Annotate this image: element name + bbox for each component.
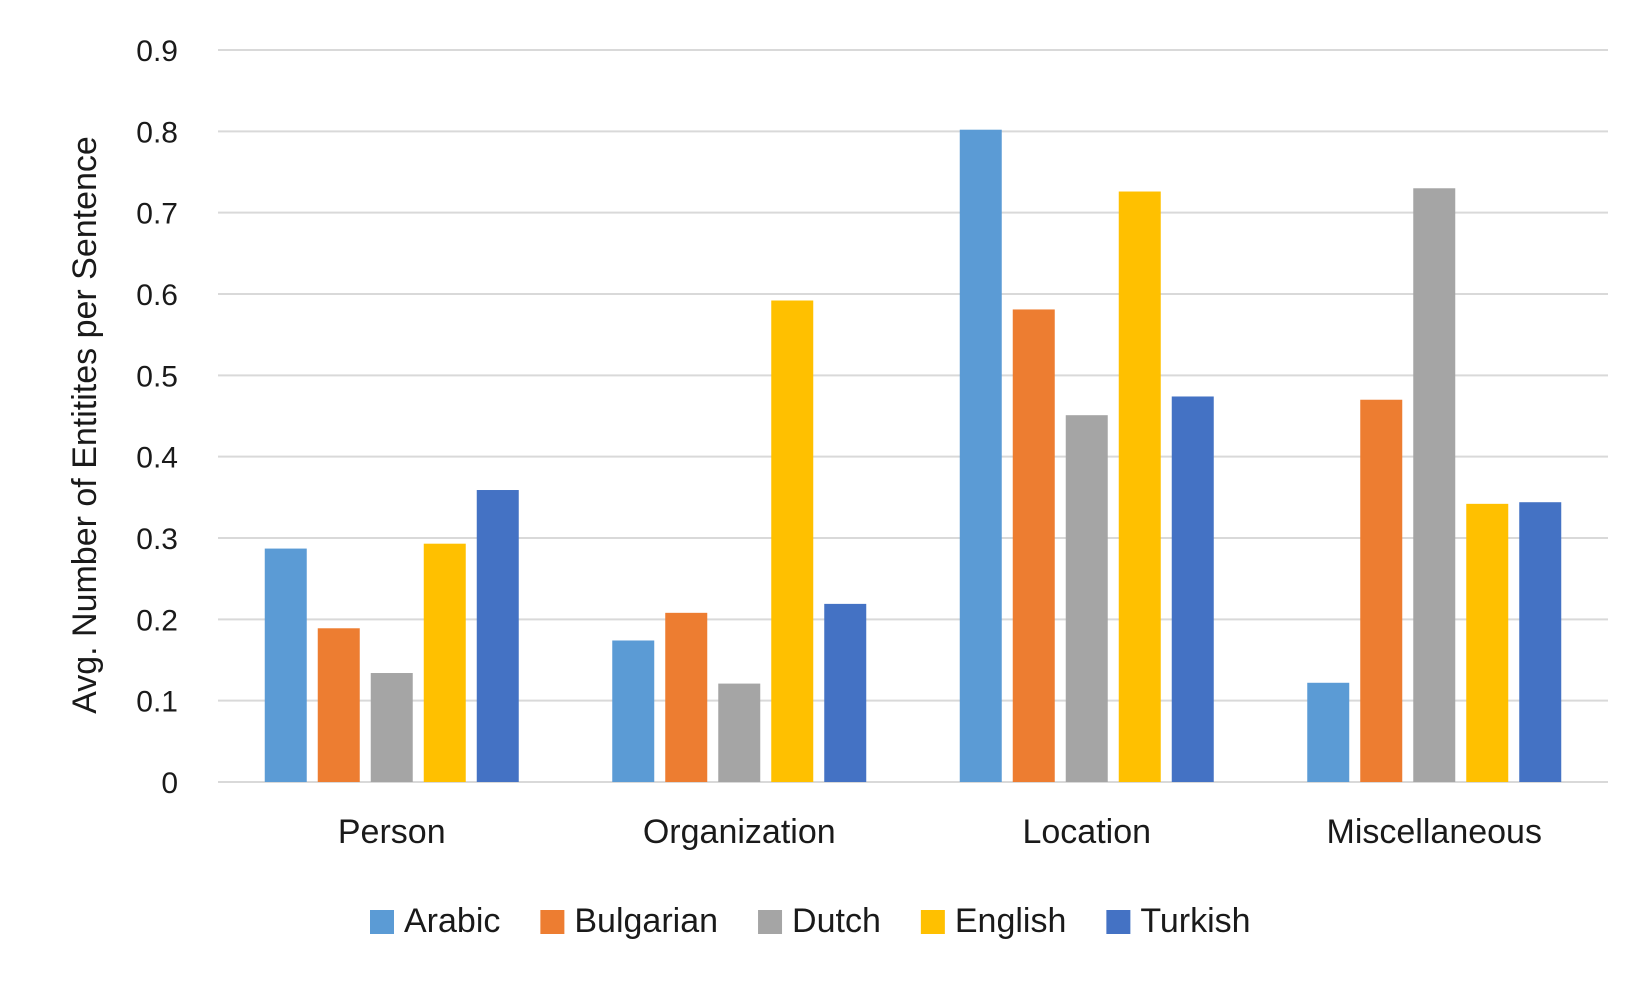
y-tick-label: 0: [161, 767, 178, 800]
x-tick-labels: Person Organization Location Miscellaneous: [338, 813, 1542, 851]
legend: Arabic Bulgarian Dutch English Turkish: [370, 902, 1251, 940]
y-tick-label: 0.1: [136, 686, 178, 719]
bar-arabic-miscellaneous: [1307, 682, 1350, 782]
x-tick-label: Location: [1022, 813, 1151, 851]
bar-turkish-person: [476, 490, 519, 782]
legend-label: English: [955, 902, 1067, 940]
bar-english-organization: [771, 300, 814, 782]
bar-bulgarian-location: [1012, 309, 1055, 782]
legend-label: Arabic: [404, 902, 500, 940]
x-tick-label: Organization: [643, 813, 836, 851]
y-tick-label: 0.4: [136, 442, 178, 475]
bar-dutch-location: [1065, 415, 1108, 782]
y-tick-label: 0.3: [136, 523, 178, 556]
bar-bulgarian-miscellaneous: [1360, 399, 1403, 782]
bar-turkish-miscellaneous: [1519, 502, 1562, 782]
legend-item-bulgarian: Bulgarian: [540, 902, 718, 940]
legend-label: Dutch: [792, 902, 881, 940]
x-tick-label: Miscellaneous: [1327, 813, 1542, 851]
bar-english-location: [1118, 191, 1161, 782]
legend-swatch: [920, 910, 945, 934]
y-tick-labels: 0 0.1 0.2 0.3 0.4 0.5 0.6 0.7 0.8 0.9: [136, 35, 178, 800]
bar-arabic-person: [264, 548, 307, 782]
y-tick-label: 0.9: [136, 35, 178, 68]
bar-dutch-miscellaneous: [1413, 188, 1456, 782]
legend-item-dutch: Dutch: [758, 902, 881, 940]
bar-turkish-organization: [824, 603, 867, 782]
legend-item-turkish: Turkish: [1106, 902, 1251, 940]
legend-label: Turkish: [1140, 902, 1250, 940]
bar-turkish-location: [1171, 396, 1214, 782]
bar-english-miscellaneous: [1466, 503, 1509, 782]
bar-english-person: [423, 543, 466, 782]
bar-bulgarian-organization: [665, 612, 708, 782]
legend-swatch: [1106, 910, 1131, 934]
bar-arabic-organization: [612, 640, 655, 782]
legend-item-english: English: [920, 902, 1067, 940]
legend-swatch: [370, 910, 394, 934]
legend-swatch: [540, 910, 565, 934]
legend-swatch: [758, 910, 783, 934]
y-axis-label: Avg. Number of Entitites per Sentence: [66, 136, 104, 714]
y-tick-label: 0.8: [136, 116, 178, 149]
bar-arabic-location: [959, 129, 1002, 782]
legend-item-arabic: Arabic: [370, 902, 500, 940]
bar-dutch-organization: [718, 683, 761, 782]
y-tick-label: 0.7: [136, 198, 178, 231]
bars: [264, 129, 1562, 782]
y-tick-label: 0.6: [136, 279, 178, 312]
x-tick-label: Person: [338, 813, 446, 851]
bar-bulgarian-person: [317, 628, 360, 782]
legend-label: Bulgarian: [574, 902, 718, 940]
y-tick-label: 0.2: [136, 604, 178, 637]
y-tick-label: 0.5: [136, 360, 178, 393]
bar-dutch-person: [370, 673, 413, 782]
